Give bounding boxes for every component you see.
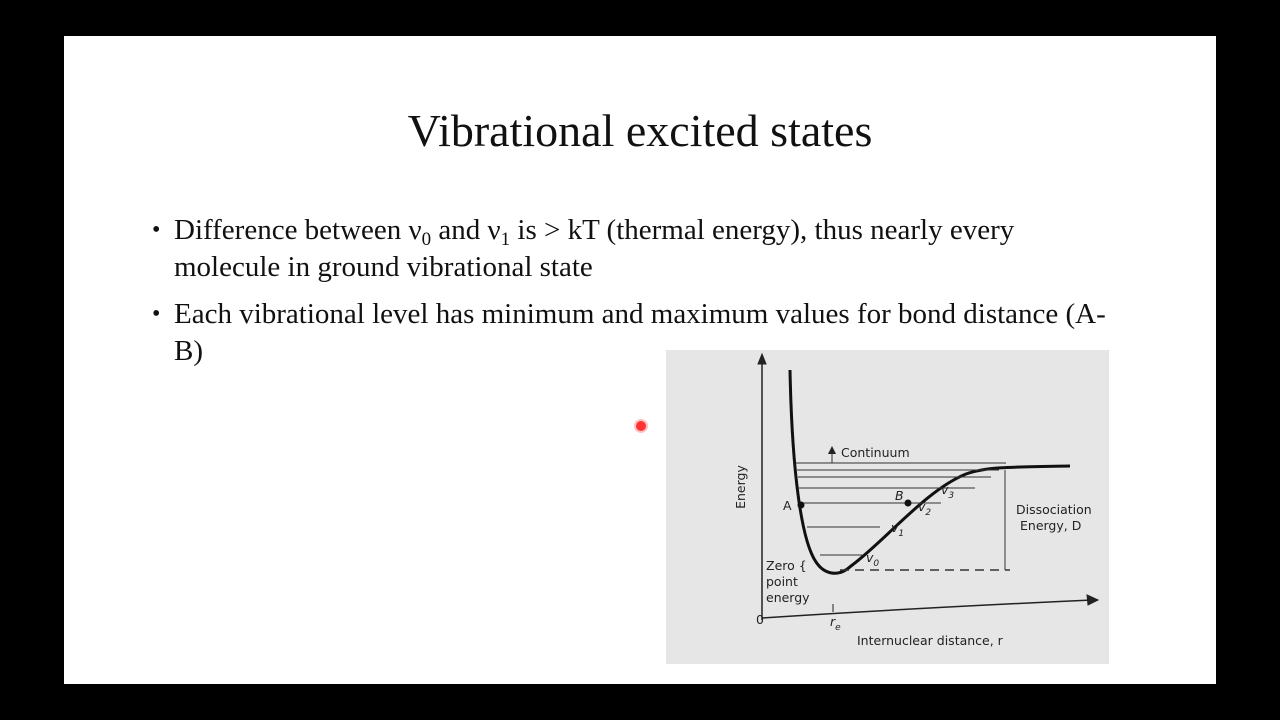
bullet: Difference between ν0 and ν1 is > kT (th… — [152, 212, 1114, 286]
dissociation-label: Energy, D — [1020, 518, 1081, 533]
level-label: v3 — [941, 482, 954, 501]
laser-pointer — [636, 421, 646, 431]
zero-point-label: Zero { — [766, 558, 807, 573]
slide: Vibrational excited states Difference be… — [64, 36, 1216, 684]
bullet-text: is > kT (thermal energy), thus nearly ev… — [174, 214, 1015, 283]
level-label: v0 — [866, 550, 879, 569]
bullet-text: Each vibrational level has minimum and m… — [174, 298, 1106, 367]
origin-label: 0 — [756, 612, 764, 627]
level-label: v2 — [918, 499, 931, 518]
dissociation-label: Dissociation — [1016, 502, 1092, 517]
level-symbol: v — [866, 550, 874, 565]
slide-title: Vibrational excited states — [407, 105, 873, 156]
re-subscript: e — [835, 623, 841, 633]
subscript: 0 — [421, 229, 432, 250]
point-b — [904, 499, 912, 507]
bullet-list: Difference between ν0 and ν1 is > kT (th… — [152, 212, 1114, 380]
point-label: A — [783, 498, 792, 513]
bullet-text: and ν — [431, 214, 501, 246]
continuum-arrow — [828, 446, 836, 454]
point-a — [797, 501, 805, 509]
figure-background — [666, 350, 1109, 664]
level-symbol: v — [941, 482, 949, 497]
level-label: v1 — [891, 520, 904, 539]
continuum-label: Continuum — [841, 445, 910, 460]
potential-energy-figure: Continuum Energy A B v0 v1 v2 v3 Dissoci… — [666, 350, 1109, 664]
level-subscript: 3 — [948, 491, 954, 501]
x-axis-label: Internuclear distance, r — [857, 633, 1004, 648]
bullet-text: Difference between ν — [174, 214, 422, 246]
y-axis-label: Energy — [733, 465, 748, 509]
subscript: 1 — [500, 229, 511, 250]
level-subscript: 1 — [898, 529, 904, 539]
level-subscript: 2 — [925, 508, 931, 518]
level-subscript: 0 — [873, 559, 879, 569]
axes — [757, 352, 1100, 620]
re-label: re — [830, 614, 841, 633]
level-symbol: v — [891, 520, 899, 535]
level-symbol: v — [918, 499, 926, 514]
point-label: B — [895, 488, 904, 503]
zero-point-label: energy — [766, 590, 810, 605]
zero-point-label: point — [766, 574, 798, 589]
re-symbol: r — [830, 614, 836, 629]
bullet: Each vibrational level has minimum and m… — [152, 296, 1114, 370]
energy-levels — [796, 452, 1010, 571]
